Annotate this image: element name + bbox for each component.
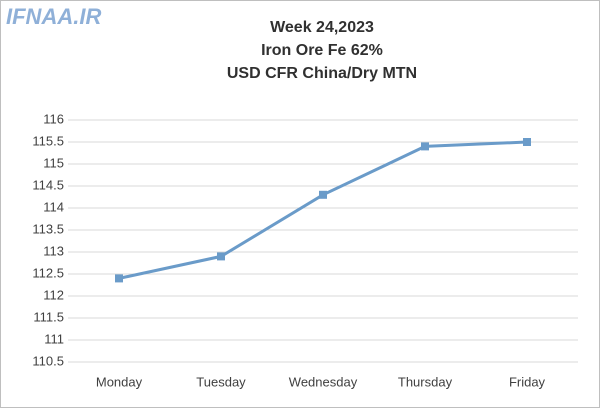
- x-tick-label: Friday: [509, 374, 546, 389]
- chart-title: Week 24,2023: [270, 19, 374, 36]
- y-tick-label: 113: [43, 243, 64, 258]
- chart-title: Iron Ore Fe 62%: [261, 42, 383, 59]
- y-tick-label: 115.5: [32, 133, 64, 148]
- watermark: IFNAA.IR: [6, 4, 101, 29]
- y-tick-label: 111.5: [33, 309, 64, 324]
- x-tick-label: Thursday: [398, 374, 453, 389]
- x-tick-label: Monday: [96, 374, 143, 389]
- y-tick-label: 113.5: [32, 221, 64, 236]
- data-point: [115, 274, 123, 283]
- x-tick-label: Tuesday: [196, 374, 246, 389]
- x-tick-label: Wednesday: [289, 374, 358, 389]
- chart-title: USD CFR China/Dry MTN: [227, 65, 417, 82]
- y-tick-label: 112.5: [32, 265, 64, 280]
- y-tick-label: 114.5: [32, 177, 64, 192]
- data-point: [421, 142, 429, 151]
- y-tick-label: 114: [43, 199, 64, 214]
- y-tick-label: 110.5: [32, 353, 64, 368]
- y-tick-label: 111: [44, 331, 64, 346]
- y-tick-label: 112: [43, 287, 64, 302]
- y-tick-label: 116: [43, 111, 64, 126]
- data-point: [319, 190, 327, 199]
- data-point: [217, 252, 225, 261]
- y-tick-label: 115: [43, 155, 64, 170]
- data-point: [523, 138, 531, 146]
